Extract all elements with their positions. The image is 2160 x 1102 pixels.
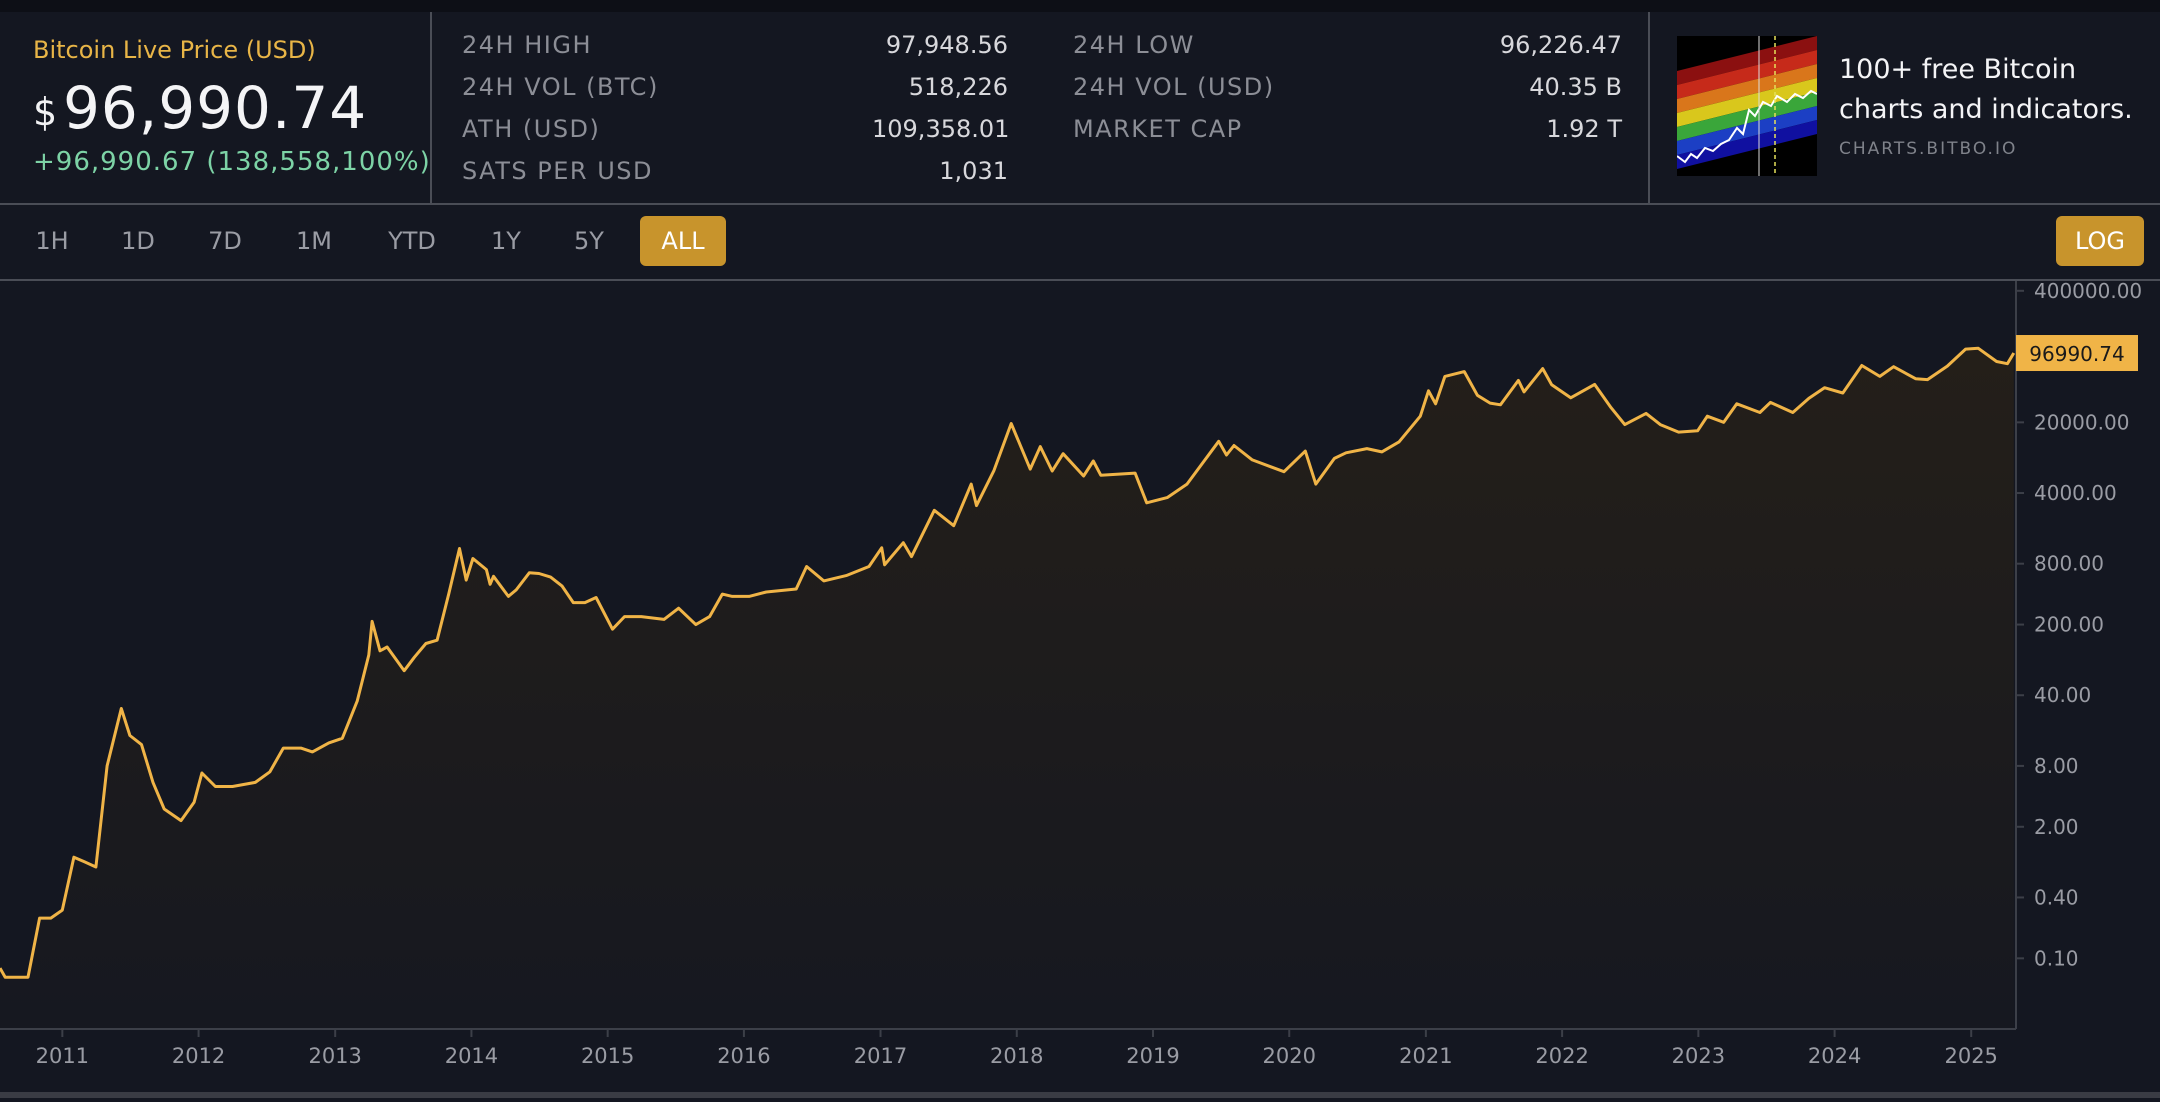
log-scale-button[interactable]: LOG xyxy=(2056,216,2144,266)
stat-value-24h-high: 97,948.56 xyxy=(885,31,1008,59)
x-tick-label: 2020 xyxy=(1263,1044,1316,1068)
y-tick-label: 4000.00 xyxy=(2034,481,2117,505)
x-tick-label: 2024 xyxy=(1808,1044,1861,1068)
x-tick-label: 2013 xyxy=(308,1044,361,1068)
stat-value-market-cap: 1.92 T xyxy=(1546,115,1622,143)
stat-value-24h-low: 96,226.47 xyxy=(1499,31,1622,59)
x-tick-label: 2015 xyxy=(581,1044,634,1068)
y-tick-label: 400000.00 xyxy=(2034,281,2142,303)
x-tick-label: 2021 xyxy=(1399,1044,1452,1068)
x-tick-label: 2019 xyxy=(1126,1044,1179,1068)
range-button-7d[interactable]: 7D xyxy=(208,227,242,255)
stat-label-24h-vol-btc: 24H VOL (BTC) xyxy=(462,73,659,101)
range-button-ytd[interactable]: YTD xyxy=(388,227,436,255)
price-chart-svg[interactable]: 400000.00 20000.00 4000.00 800.00 200.00 40.0… xyxy=(0,279,2160,1098)
stat-label-ath: ATH (USD) xyxy=(462,115,601,143)
y-tick-label: 2.00 xyxy=(2034,815,2079,839)
price-change: +96,990.67 (138,558,100%) xyxy=(33,147,431,177)
stat-label-24h-high: 24H HIGH xyxy=(462,31,592,59)
price-line xyxy=(0,346,2016,979)
stat-value-ath: 109,358.01 xyxy=(872,115,1010,143)
x-tick-label: 2017 xyxy=(854,1044,907,1068)
y-tick-label: 40.00 xyxy=(2034,683,2091,707)
price-label: Bitcoin Live Price (USD) xyxy=(33,36,316,64)
range-button-1d[interactable]: 1D xyxy=(121,227,155,255)
x-tick-label: 2014 xyxy=(445,1044,498,1068)
range-selector: 1H 1D 7D 1M YTD 1Y 5Y ALL LOG xyxy=(0,205,2160,281)
top-strip xyxy=(0,0,2160,12)
price-value: 96,990.74 xyxy=(63,74,368,142)
stat-value-24h-vol-usd: 40.35 B xyxy=(1529,73,1622,101)
stat-value-sats-per-usd: 1,031 xyxy=(939,157,1008,185)
y-axis-ticks: 400000.00 20000.00 4000.00 800.00 200.00 40.0… xyxy=(2016,279,2142,970)
stats-panel: 24H HIGH 97,948.56 24H LOW 96,226.47 24H… xyxy=(432,12,1650,203)
x-tick-label: 2011 xyxy=(36,1044,89,1068)
price-panel: Bitcoin Live Price (USD) $ 96,990.74 +96… xyxy=(0,12,432,203)
x-tick-label: 2018 xyxy=(990,1044,1043,1068)
currency-symbol: $ xyxy=(33,90,58,134)
range-button-1m[interactable]: 1M xyxy=(296,227,332,255)
price-chart[interactable]: 400000.00 20000.00 4000.00 800.00 200.00 40.0… xyxy=(0,279,2160,1098)
x-axis-ticks: 2011 2012 2013 2014 2015 2016 2017 2018 2019 2020… xyxy=(36,1029,1998,1068)
stat-label-sats-per-usd: SATS PER USD xyxy=(462,157,653,185)
promo-line-2[interactable]: charts and indicators. xyxy=(1839,94,2133,125)
x-tick-label: 2025 xyxy=(1944,1044,1997,1068)
y-tick-label: 0.40 xyxy=(2034,885,2079,909)
range-button-1h[interactable]: 1H xyxy=(35,227,69,255)
y-tick-label: 0.10 xyxy=(2034,946,2079,970)
x-tick-label: 2022 xyxy=(1535,1044,1588,1068)
range-button-all[interactable]: ALL xyxy=(640,216,726,266)
x-tick-label: 2016 xyxy=(717,1044,770,1068)
range-button-1y[interactable]: 1Y xyxy=(491,227,521,255)
stat-value-24h-vol-btc: 518,226 xyxy=(908,73,1008,101)
x-tick-label: 2012 xyxy=(172,1044,225,1068)
stat-label-24h-low: 24H LOW xyxy=(1073,31,1195,59)
promo-banner[interactable]: 100+ free Bitcoin charts and indicators.… xyxy=(1650,12,2160,203)
current-price-tag: 96990.74 xyxy=(2016,335,2138,372)
range-button-5y[interactable]: 5Y xyxy=(574,227,604,255)
promo-line-1[interactable]: 100+ free Bitcoin xyxy=(1839,54,2077,85)
y-tick-label: 200.00 xyxy=(2034,613,2104,637)
bottom-divider xyxy=(0,1092,2160,1098)
y-tick-label: 800.00 xyxy=(2034,552,2104,576)
current-price-tag-bg xyxy=(2016,335,2138,372)
x-tick-label: 2023 xyxy=(1672,1044,1725,1068)
y-tick-label: 8.00 xyxy=(2034,754,2079,778)
stat-label-24h-vol-usd: 24H VOL (USD) xyxy=(1073,73,1275,101)
y-tick-label: 20000.00 xyxy=(2034,410,2129,434)
current-price-tag-label: 96990.74 xyxy=(2029,342,2124,366)
stat-label-market-cap: MARKET CAP xyxy=(1073,115,1243,143)
header: Bitcoin Live Price (USD) $ 96,990.74 +96… xyxy=(0,12,2160,205)
promo-link[interactable]: CHARTS.BITBO.IO xyxy=(1839,139,2018,159)
price-area-fill xyxy=(0,348,2014,1029)
rainbow-chart-icon[interactable] xyxy=(1677,36,1817,176)
